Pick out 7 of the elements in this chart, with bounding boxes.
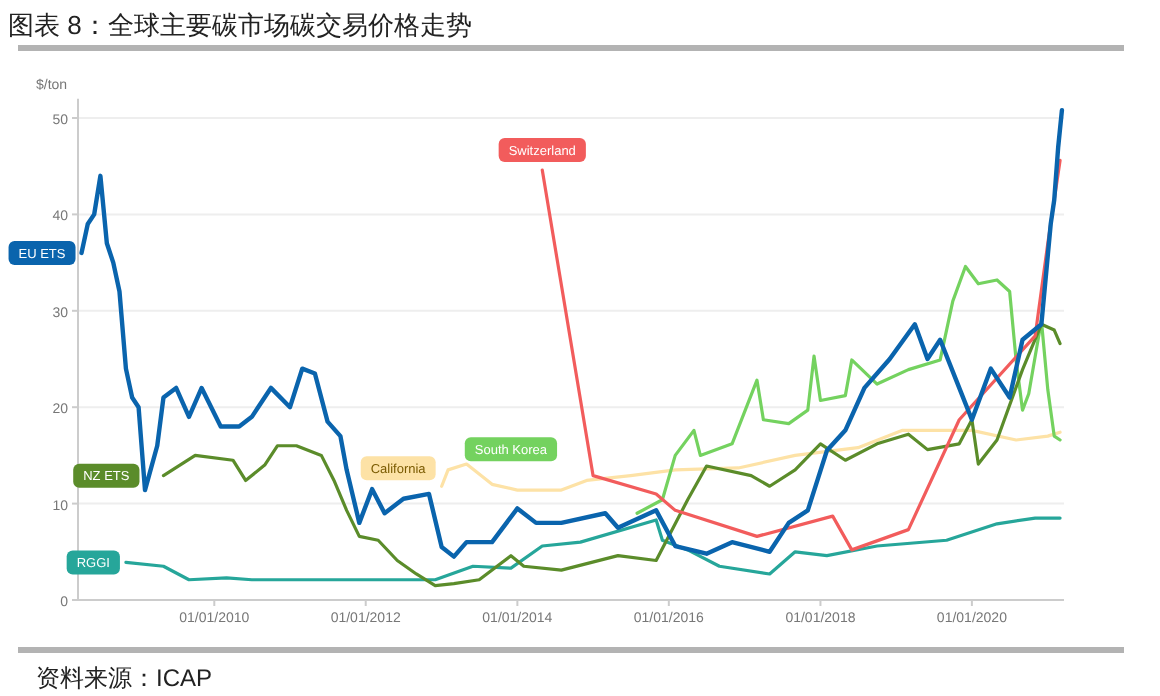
line-series <box>161 322 1062 588</box>
line-series <box>635 264 1062 515</box>
line-series <box>79 108 1065 559</box>
text: 资料来源：ICAP <box>36 664 213 692</box>
line-series <box>124 516 1062 582</box>
chart-title: 图表 8：全球主要碳市场碳交易价格走势 <box>8 10 472 40</box>
line-series <box>440 428 1062 492</box>
